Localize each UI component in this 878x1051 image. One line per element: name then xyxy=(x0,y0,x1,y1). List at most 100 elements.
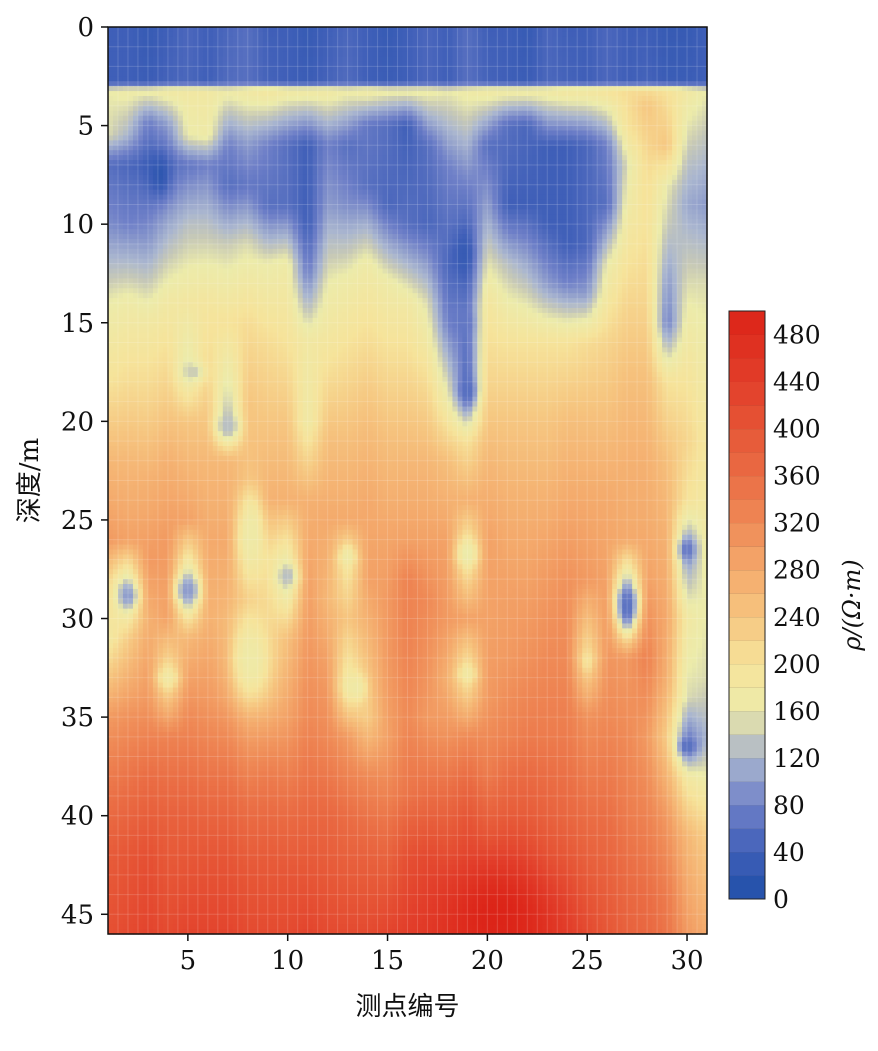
heatmap-cell xyxy=(557,209,563,215)
heatmap-cell xyxy=(372,145,379,151)
heatmap-cell xyxy=(132,194,139,201)
heatmap-cell xyxy=(452,219,459,225)
heatmap-cell xyxy=(332,56,339,63)
heatmap-cell xyxy=(317,61,324,68)
heatmap-cell xyxy=(607,120,613,127)
heatmap-cell xyxy=(217,41,224,48)
heatmap-cell xyxy=(417,86,424,92)
heatmap-cell xyxy=(652,51,658,58)
heatmap-cell xyxy=(412,189,419,196)
heatmap-cell xyxy=(442,31,449,38)
heatmap-cell xyxy=(412,46,419,53)
heatmap-cell xyxy=(122,71,129,77)
heatmap-cell xyxy=(207,86,214,92)
heatmap-cell xyxy=(687,219,693,225)
heatmap-cell xyxy=(627,140,633,146)
heatmap-cell xyxy=(357,115,364,122)
heatmap-cell xyxy=(637,115,643,122)
heatmap-cell xyxy=(247,204,254,210)
heatmap-cell xyxy=(197,31,204,38)
heatmap-cell xyxy=(247,105,254,112)
heatmap-cell xyxy=(177,169,184,176)
heatmap-cell xyxy=(122,96,129,102)
heatmap-cell xyxy=(337,140,344,146)
heatmap-cell xyxy=(682,115,688,122)
heatmap-cell xyxy=(647,125,653,132)
heatmap-cell xyxy=(362,155,369,161)
heatmap-cell xyxy=(247,61,254,68)
heatmap-cell xyxy=(207,76,214,82)
heatmap-cell xyxy=(197,204,204,210)
heatmap-cell xyxy=(657,140,663,146)
heatmap-cell xyxy=(697,174,703,181)
heatmap-cell xyxy=(137,169,144,176)
heatmap-cell xyxy=(647,120,653,127)
heatmap-cell xyxy=(687,41,693,48)
heatmap-cell xyxy=(337,179,344,186)
heatmap-cell xyxy=(532,66,538,72)
heatmap-cell xyxy=(142,219,149,225)
heatmap-cell xyxy=(537,150,543,156)
heatmap-cell xyxy=(672,110,678,117)
heatmap-cell xyxy=(262,229,269,235)
heatmap-cell xyxy=(682,155,688,161)
heatmap-cell xyxy=(127,125,134,132)
heatmap-cell xyxy=(632,224,638,230)
heatmap-cell xyxy=(227,199,234,206)
heatmap-cell xyxy=(437,120,444,127)
heatmap-cell xyxy=(427,110,434,117)
heatmap-cell xyxy=(557,199,563,206)
heatmap-cell xyxy=(457,100,464,107)
heatmap-cell xyxy=(337,189,344,196)
heatmap-cell xyxy=(672,189,678,196)
heatmap-cell xyxy=(427,125,434,132)
heatmap-cell xyxy=(282,229,289,235)
heatmap-cell xyxy=(202,86,209,92)
heatmap-cell xyxy=(237,86,244,92)
heatmap-cell xyxy=(342,86,349,92)
heatmap-cell xyxy=(622,199,628,206)
heatmap-cell xyxy=(402,219,409,225)
heatmap-cell xyxy=(357,169,364,176)
heatmap-cell xyxy=(357,184,364,191)
heatmap-cell xyxy=(392,155,399,161)
heatmap-cell xyxy=(702,140,708,146)
heatmap-cell xyxy=(367,145,374,151)
heatmap-cell xyxy=(662,135,668,141)
heatmap-cell xyxy=(377,105,384,112)
heatmap-cell xyxy=(527,31,533,38)
heatmap-cell xyxy=(472,189,478,196)
heatmap-cell xyxy=(507,100,513,107)
heatmap-cell xyxy=(247,179,254,186)
heatmap-cell xyxy=(307,27,314,33)
heatmap-cell xyxy=(662,204,668,210)
heatmap-cell xyxy=(702,115,708,122)
heatmap-cell xyxy=(262,130,269,137)
heatmap-cell xyxy=(517,219,523,225)
heatmap-cell xyxy=(292,160,299,166)
heatmap-cell xyxy=(627,91,633,97)
heatmap-cell xyxy=(602,194,608,201)
heatmap-cell xyxy=(537,160,543,166)
heatmap-cell xyxy=(337,214,344,220)
heatmap-cell xyxy=(667,130,673,137)
heatmap-cell xyxy=(172,36,179,43)
heatmap-cell xyxy=(547,160,553,166)
heatmap-cell xyxy=(472,174,478,181)
heatmap-cell xyxy=(567,56,573,63)
heatmap-cell xyxy=(162,110,169,117)
heatmap-cell xyxy=(357,135,364,141)
heatmap-cell xyxy=(662,125,668,132)
heatmap-cell xyxy=(322,209,329,215)
heatmap-cell xyxy=(562,115,568,122)
heatmap-cell xyxy=(462,31,468,38)
heatmap-cell xyxy=(467,219,473,225)
heatmap-cell xyxy=(647,189,653,196)
heatmap-cell xyxy=(577,194,583,201)
heatmap-cell xyxy=(187,61,194,68)
heatmap-cell xyxy=(677,169,683,176)
heatmap-cell xyxy=(507,214,513,220)
heatmap-cell xyxy=(647,155,653,161)
heatmap-cell xyxy=(652,31,658,38)
heatmap-cell xyxy=(377,86,384,92)
